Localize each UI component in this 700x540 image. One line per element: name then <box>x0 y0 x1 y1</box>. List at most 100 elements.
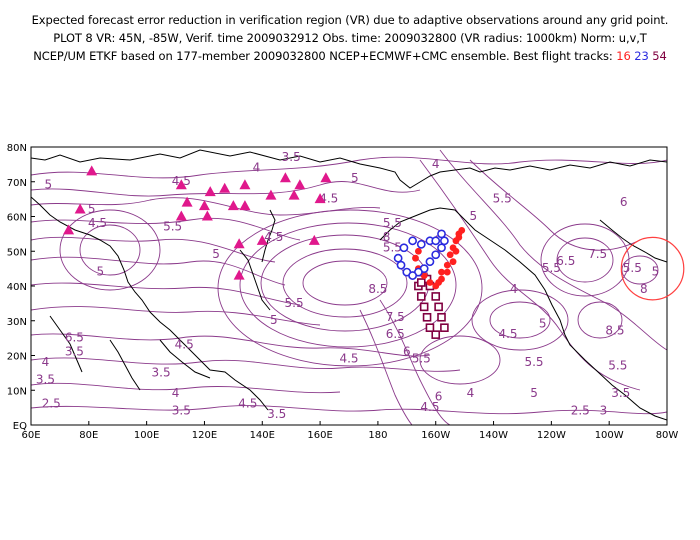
lon-label: 160W <box>421 430 450 441</box>
contour-label: 4 <box>42 355 50 369</box>
contour-label: 5.5 <box>285 296 304 310</box>
station-triangle-icon <box>219 182 231 193</box>
track-point-open-square-icon <box>431 292 441 301</box>
contour-label: 4.5 <box>238 397 257 411</box>
figure-title-line1: Expected forecast error reduction in ver… <box>31 13 669 27</box>
track-point-open-circle-icon <box>439 236 449 246</box>
station-triangle-icon <box>308 234 320 245</box>
station-markers <box>63 165 332 280</box>
contour-label: 5.5 <box>542 261 561 275</box>
contour-label: 5 <box>539 317 547 331</box>
lat-label: 20N <box>7 352 27 363</box>
track-point-filled-circle-icon <box>420 272 428 279</box>
contour-label: 4 <box>172 386 180 400</box>
lon-label: 100W <box>595 430 624 441</box>
track-point-open-circle-icon <box>431 236 441 246</box>
track-point-filled-circle-icon <box>438 268 445 276</box>
contour-label: 5.5 <box>163 219 182 233</box>
track-id-23: 23 <box>634 49 649 63</box>
track-point-filled-circle-icon <box>443 261 451 269</box>
track-point-open-square-icon <box>419 302 429 312</box>
track-point-open-circle-icon <box>393 253 403 263</box>
contour-label: 5 <box>351 171 359 185</box>
contour-label: 5.5 <box>493 192 512 206</box>
contour-label: 4 <box>510 282 518 296</box>
contour-label: 8.5 <box>605 324 624 338</box>
station-triangle-icon <box>227 200 239 211</box>
contour-label: 7.5 <box>588 247 607 261</box>
track-point-open-square-icon <box>434 302 443 312</box>
lat-label: 40N <box>7 282 27 293</box>
track-point-open-square-icon <box>437 312 446 322</box>
contour-label: 5.5 <box>383 216 402 230</box>
track-point-filled-circle-icon <box>426 279 434 286</box>
contour-label: 4.5 <box>175 338 194 352</box>
contour-labels: 3.545454.54.55.5654.55.55.555.54.557.56.… <box>36 150 659 421</box>
station-triangle-icon <box>175 179 187 190</box>
track-point-open-circle-icon <box>437 243 446 253</box>
contour-label: 4.5 <box>264 230 283 244</box>
station-triangle-icon <box>86 165 98 176</box>
contour-label: 4.5 <box>88 216 107 230</box>
contour-label: 4.5 <box>420 400 439 414</box>
lat-label: EQ <box>13 421 27 432</box>
contour-label: 2.5 <box>571 404 590 418</box>
track-point-open-square-icon <box>416 278 426 287</box>
lon-label: 60E <box>21 430 40 441</box>
contour-label: 5 <box>270 313 278 327</box>
station-triangle-icon <box>314 193 326 204</box>
track-point-open-circle-icon <box>431 250 441 260</box>
lat-label: 60N <box>7 213 27 224</box>
track-point-filled-circle-icon <box>446 251 454 259</box>
coastlines <box>31 149 667 421</box>
contour-label: 5 <box>88 202 96 216</box>
lon-label: 120W <box>537 430 566 441</box>
contour-label: 3.5 <box>267 407 286 421</box>
contour-label: 8.5 <box>368 282 387 296</box>
contour-label: 6 <box>403 345 411 359</box>
contour-label: 5 <box>469 209 477 223</box>
contour-label: 3.5 <box>172 404 191 418</box>
contour-label: 6.5 <box>386 327 405 341</box>
contour-label: 5 <box>45 178 53 192</box>
contour-label: 5.5 <box>383 240 402 254</box>
track-point-filled-circle-icon <box>452 247 460 255</box>
station-triangle-icon <box>294 179 306 190</box>
track-point-open-circle-icon <box>437 229 446 239</box>
contour-label: 5 <box>530 386 538 400</box>
contour-label: 4 <box>467 386 475 400</box>
contour-label: 5.5 <box>623 261 642 275</box>
track-point-open-square-icon <box>440 323 449 333</box>
lon-label: 160E <box>307 430 332 441</box>
track-point-open-circle-icon <box>416 239 426 249</box>
lon-label: 120E <box>192 430 217 441</box>
lon-label: 140E <box>250 430 275 441</box>
contour-label: 3.5 <box>65 345 84 359</box>
lat-label: 30N <box>7 317 27 328</box>
lon-label: 100E <box>134 430 159 441</box>
track-point-filled-circle-icon <box>414 247 422 255</box>
station-triangle-icon <box>239 179 251 190</box>
contour-label: 5.5 <box>608 358 627 372</box>
lat-label: 50N <box>7 247 27 258</box>
station-triangle-icon <box>233 269 245 280</box>
station-triangle-icon <box>63 224 75 235</box>
station-triangle-icon <box>279 172 291 183</box>
track-point-open-square-icon <box>416 292 426 301</box>
lon-label: 180 <box>368 430 387 441</box>
station-triangle-icon <box>265 189 277 200</box>
contour-label: 6 <box>620 195 628 209</box>
lon-ticks <box>30 421 668 425</box>
track-point-open-circle-icon <box>408 236 417 246</box>
figure-title-line2: PLOT 8 VR: 45N, -85W, Verif. time 200903… <box>53 31 647 45</box>
track-id-16: 16 <box>616 49 631 63</box>
track-point-open-square-icon <box>425 323 435 333</box>
contour-label: 3.5 <box>152 365 171 379</box>
track-point-filled-circle-icon <box>438 275 445 283</box>
lon-axis: 60E 80E 100E 120E 140E 160E 180 160W 140W 120W 100… <box>21 430 678 441</box>
station-triangle-icon <box>204 186 216 197</box>
station-triangle-icon <box>233 238 245 249</box>
contour-label: 5 <box>652 265 660 279</box>
contour-label: 2.5 <box>42 397 61 411</box>
